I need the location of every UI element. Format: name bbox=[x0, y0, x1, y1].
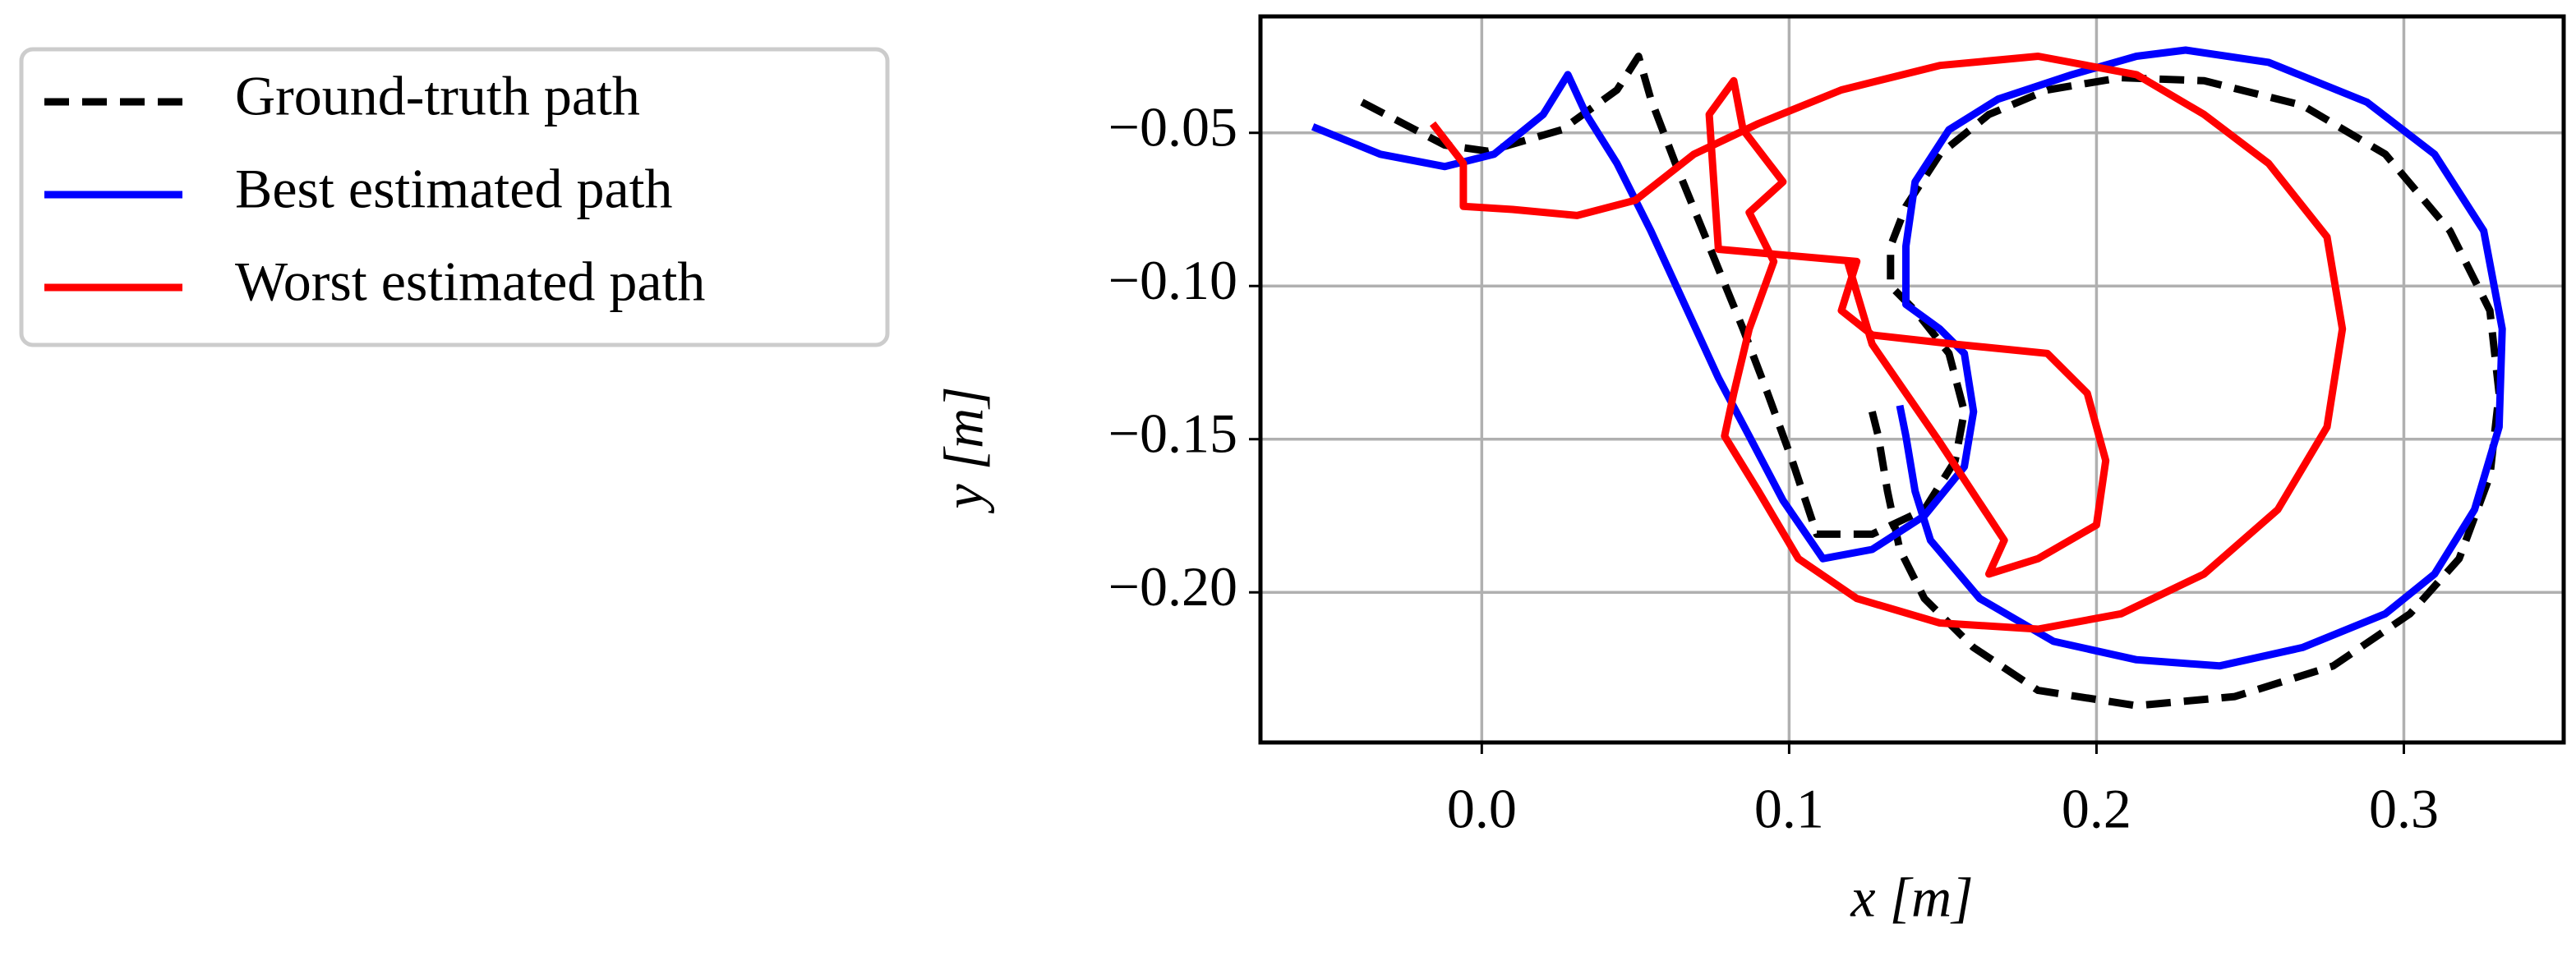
legend-label: Best estimated path bbox=[235, 158, 673, 220]
legend-box bbox=[19, 47, 890, 347]
legend-label: Worst estimated path bbox=[235, 250, 705, 313]
x-axis-label: x [m] bbox=[1850, 866, 1973, 929]
series-line bbox=[1429, 53, 2347, 633]
x-tick-label: 0.1 bbox=[1754, 778, 1824, 840]
x-tick-label: 0.0 bbox=[1447, 778, 1517, 840]
plot-frame bbox=[1258, 14, 2566, 745]
y-axis-label: y [m] bbox=[933, 386, 995, 513]
x-tick-label: 0.2 bbox=[2062, 778, 2131, 840]
legend: Ground-truth path Best estimated path Wors… bbox=[19, 47, 890, 347]
y-tick-label: −0.15 bbox=[1108, 402, 1237, 464]
y-tick-label: −0.20 bbox=[1108, 555, 1237, 618]
series-line bbox=[1360, 53, 2503, 710]
legend-label: Ground-truth path bbox=[235, 65, 640, 127]
y-tick-label: −0.05 bbox=[1108, 95, 1237, 158]
x-tick-label: 0.3 bbox=[2369, 778, 2439, 840]
y-tick-label: −0.10 bbox=[1108, 249, 1237, 311]
series-line bbox=[1311, 46, 2506, 670]
